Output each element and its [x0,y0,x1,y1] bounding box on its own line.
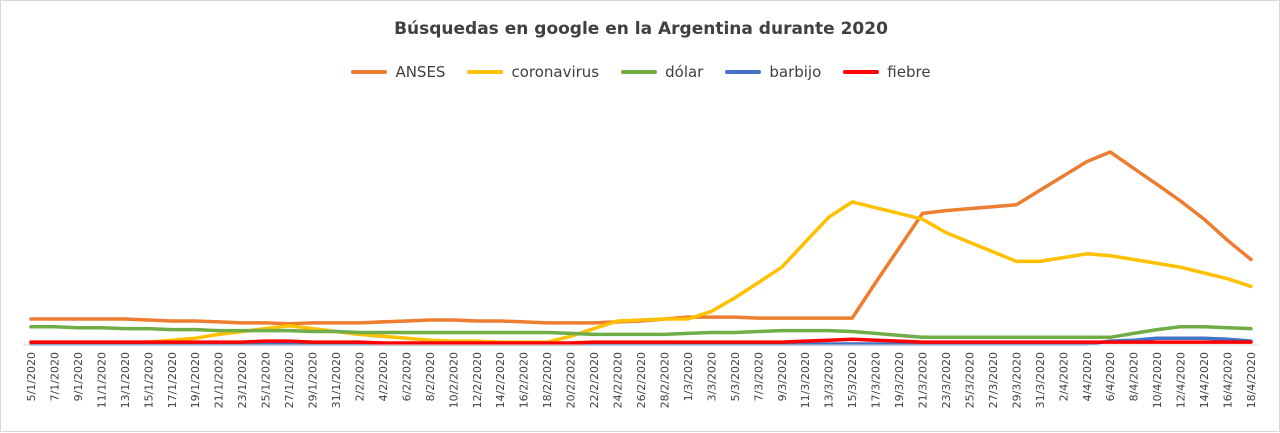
legend-swatch-anses [351,70,388,74]
series-layer [29,150,1253,346]
x-tick-label: 17/1/2020 [166,352,179,408]
x-tick-label: 7/1/2020 [48,352,61,401]
x-tick-label: 19/1/2020 [189,352,202,408]
x-tick-label: 12/4/2020 [1175,352,1188,408]
x-tick-label: 23/3/2020 [940,352,953,408]
legend-label-coronavirus: coronavirus [511,63,600,81]
x-tick-label: 25/3/2020 [963,352,976,408]
x-tick-label: 18/2/2020 [541,352,554,408]
legend-label-anses: ANSES [395,63,446,81]
x-tick-label: 29/1/2020 [307,352,320,408]
x-tick-label: 23/1/2020 [236,352,249,408]
x-tick-label: 14/4/2020 [1198,352,1211,408]
x-tick-label: 16/2/2020 [518,352,531,408]
legend-swatch-dolar [621,70,658,74]
series-line-anses [29,150,1253,326]
series-line-coronavirus [29,200,1253,344]
x-tick-label: 13/1/2020 [119,352,132,408]
x-tick-labels: 5/1/2020 7/1/2020 9/1/2020 11/1/2020 13/1/20… [25,352,1258,408]
x-tick-label: 28/2/2020 [658,352,671,408]
x-tick-label: 21/1/2020 [213,352,226,408]
x-tick-label: 18/4/2020 [1245,352,1258,408]
legend-swatch-barbijo [725,70,762,74]
legend: ANSES coronavirus dólar barbijo fiebre [1,63,1280,81]
x-tick-label: 4/2/2020 [377,352,390,401]
legend-label-dolar: dólar [665,63,704,81]
x-tick-label: 31/3/2020 [1034,352,1047,408]
series-line-dolar [29,324,1253,340]
x-tick-label: 29/3/2020 [1010,352,1023,408]
x-tick-label: 2/4/2020 [1057,352,1070,401]
legend-item-dolar: dólar [621,63,703,81]
series-line-fiebre [29,337,1253,345]
x-tick-label: 5/1/2020 [25,352,38,401]
x-tick-label: 15/1/2020 [142,352,155,408]
x-tick-label: 8/4/2020 [1128,352,1141,401]
x-tick-label: 25/1/2020 [260,352,273,408]
x-tick-label: 27/1/2020 [283,352,296,408]
x-tick-label: 24/2/2020 [612,352,625,408]
x-tick-label: 5/3/2020 [729,352,742,401]
x-tick-label: 6/2/2020 [400,352,413,401]
legend-item-coronavirus: coronavirus [467,63,599,81]
chart-title: Búsquedas en google en la Argentina dura… [394,19,888,39]
x-tick-label: 26/2/2020 [635,352,648,408]
x-tick-label: 27/3/2020 [987,352,1000,408]
x-tick-label: 21/3/2020 [917,352,930,408]
x-tick-label: 9/3/2020 [776,352,789,401]
x-tick-label: 31/1/2020 [330,352,343,408]
x-tick-label: 7/3/2020 [752,352,765,401]
legend-label-fiebre: fiebre [887,63,931,81]
x-tick-label: 22/2/2020 [588,352,601,408]
legend-item-barbijo: barbijo [725,63,821,81]
x-tick-label: 6/4/2020 [1104,352,1117,401]
legend-swatch-fiebre [843,70,880,74]
legend-item-fiebre: fiebre [843,63,931,81]
legend-item-anses: ANSES [351,63,445,81]
x-tick-label: 11/1/2020 [95,352,108,408]
x-tick-label: 2/2/2020 [353,352,366,401]
x-tick-label: 16/4/2020 [1222,352,1235,408]
x-tick-label: 8/2/2020 [424,352,437,401]
x-tick-label: 20/2/2020 [565,352,578,408]
x-tick-label: 15/3/2020 [846,352,859,408]
x-tick-label: 9/1/2020 [72,352,85,401]
x-tick-label: 11/3/2020 [799,352,812,408]
x-tick-label: 4/4/2020 [1081,352,1094,401]
x-tick-label: 12/2/2020 [471,352,484,408]
x-tick-label: 10/2/2020 [447,352,460,408]
x-tick-label: 10/4/2020 [1151,352,1164,408]
x-tick-label: 13/3/2020 [823,352,836,408]
x-tick-label: 3/3/2020 [705,352,718,401]
legend-label-barbijo: barbijo [769,63,822,81]
x-tick-label: 14/2/2020 [494,352,507,408]
x-tick-label: 19/3/2020 [893,352,906,408]
legend-swatch-coronavirus [467,70,504,74]
x-tick-label: 1/3/2020 [682,352,695,401]
series-line-barbijo [29,336,1253,346]
x-tick-label: 17/3/2020 [870,352,883,408]
